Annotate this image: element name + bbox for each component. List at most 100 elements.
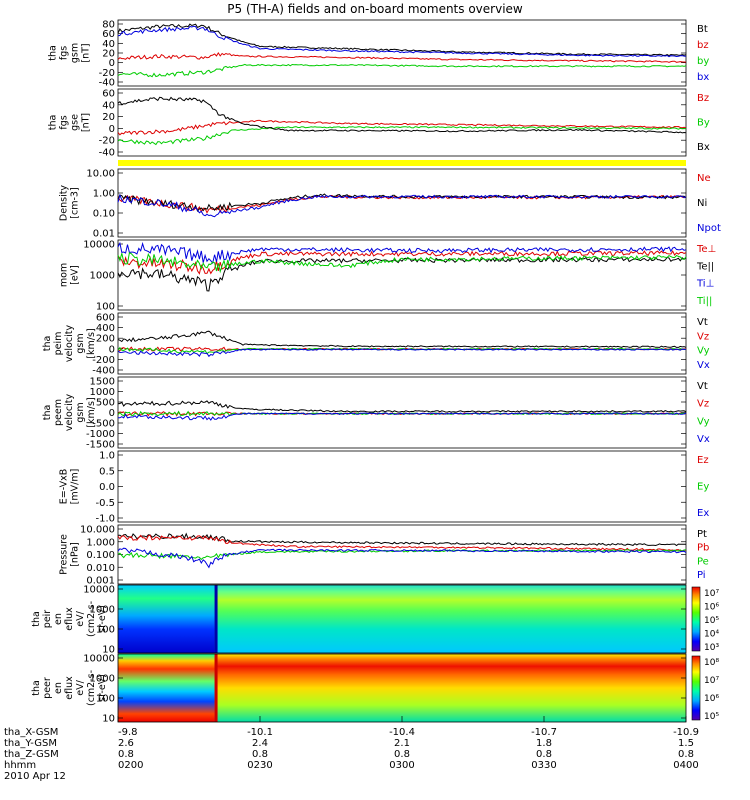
legend-entry: Vx [697, 434, 710, 445]
series-line-Vx [118, 412, 687, 421]
y-axis-label-line: [nPa] [70, 542, 81, 567]
spectrogram-boundary [214, 654, 218, 722]
panel-frame [117, 524, 687, 585]
x-row-value: 0.8 [252, 749, 268, 760]
y-axis-label-line: E=-VxB [59, 469, 70, 504]
y-tick-label: -20 [99, 68, 115, 79]
legend-entry: Bt [697, 24, 708, 35]
y-axis-label-line: [mV/m] [70, 469, 81, 505]
legend-entry: Pe [697, 556, 709, 567]
y-tick-label: -40 [99, 78, 115, 89]
panel-p3: 10.00 1.00 0.10 0.01 Density[cm-3] Ne Ni Npot [59, 169, 721, 240]
legend-entry: by [697, 56, 709, 67]
y-tick-label: 0 [109, 58, 115, 69]
y-axis-label: Density[cm-3] [59, 185, 81, 221]
y-axis-label-line: Density [59, 185, 70, 221]
y-tick-label: 100 [96, 302, 115, 313]
y-tick-label: 100 [96, 625, 115, 636]
y-tick-label: 40 [102, 100, 115, 111]
legend-entry: By [697, 118, 710, 129]
y-tick-label: 600 [96, 313, 115, 324]
series-line-Ti|| [117, 252, 687, 274]
y-tick-label: 10000 [83, 585, 115, 596]
colorbar-tick-label: 10⁸ [704, 658, 719, 668]
y-axis-label-line: [cm-3] [70, 187, 81, 218]
x-row-value: -10.7 [531, 727, 557, 738]
y-axis-label-line: sr-eV) [97, 605, 108, 633]
y-axis-label: thafgsgsm[nT] [48, 43, 92, 63]
y-axis-label: thapeemvelocitygsm[km/s] [42, 394, 97, 432]
legend-entry: Te⊥ [696, 244, 716, 255]
spectrogram-boundary [214, 585, 218, 653]
x-row-value: 0200 [118, 760, 143, 771]
y-axis-label-line: en [53, 682, 64, 694]
y-tick-label: 80 [102, 20, 115, 31]
y-axis-label-line: gse [70, 114, 81, 131]
colorbar-tick-label: 10⁷ [704, 676, 719, 686]
y-axis-label-line: [km/s] [86, 328, 97, 358]
legend-entry: bz [697, 40, 709, 51]
y-axis-label-line: eV/ [75, 679, 86, 695]
y-axis-label-line: Pressure [59, 534, 70, 575]
legend-entry: Ti|| [696, 296, 712, 307]
legend-entry: bx [697, 72, 709, 83]
y-axis-label-line: tha [48, 45, 59, 61]
legend-entry: Pt [697, 529, 707, 540]
y-axis-label: mom[eV] [59, 263, 81, 287]
panel-frame [117, 584, 687, 654]
panel-frame [117, 168, 687, 238]
legend-entry: Ex [697, 508, 709, 519]
y-axis-label-line: sr-eV) [97, 674, 108, 702]
y-tick-label: 60 [102, 29, 115, 40]
y-axis-label-line: eflux [64, 676, 75, 700]
colorbar [691, 586, 701, 652]
y-tick-label: 10000 [83, 654, 115, 665]
panel-p8: 10.0001.0000.1000.0100.001Pressure[nPa]P… [59, 525, 710, 587]
panel-p9: 10⁷ 10⁶ 10⁵ 10⁴ 10³ 10000 1000 100 10 thapeirenef… [31, 585, 719, 656]
y-tick-label: 1500 [90, 377, 115, 388]
legend-entry: Te|| [696, 261, 714, 272]
colorbar-tick-label: 10⁴ [704, 630, 719, 640]
y-axis-label: thapeerenefluxeV/(cm2-s-sr-eV) [31, 670, 108, 706]
y-axis-label-line: [eV] [70, 265, 81, 285]
x-row-label: tha_X-GSM [4, 727, 58, 738]
colorbar-tick-label: 10⁶ [704, 694, 719, 704]
legend-entry: Ni [697, 198, 707, 209]
x-row-value: 2.6 [118, 738, 134, 749]
y-axis-label-line: tha [31, 611, 42, 627]
legend-entry: Ez [697, 455, 709, 466]
series-line-bz [117, 51, 687, 63]
x-row-label: hhmm [4, 760, 36, 771]
x-row-value: 0.8 [394, 749, 410, 760]
series-line-Pb [117, 534, 687, 552]
y-axis-label-line: peir [42, 610, 53, 629]
legend-entry: Vz [697, 331, 709, 342]
y-axis-label: thafgsgse[nT] [48, 113, 92, 132]
y-tick-label: -1.0 [95, 514, 115, 525]
panel-p7: 1.0 0.5 0.0 -0.5 -1.0 E=-VxB[mV/m] Ez Ey Ex [59, 451, 710, 525]
x-row-value: 0.8 [118, 749, 134, 760]
y-tick-label: 0 [109, 344, 115, 355]
y-tick-label: -1500 [86, 440, 115, 451]
series-line-Pt [117, 532, 686, 547]
y-axis-label-line: eV/ [75, 610, 86, 626]
y-axis-label-line: gsm [70, 43, 81, 63]
y-tick-label: 40 [102, 39, 115, 50]
legend-entry: Pb [697, 543, 709, 554]
y-tick-label: 0 [109, 124, 115, 135]
colorbar-tick-label: 10³ [704, 643, 719, 653]
legend-entry: Ey [697, 482, 709, 493]
y-axis-label-line: gsm [75, 402, 86, 422]
legend-entry: Vy [697, 346, 710, 357]
y-axis-label: Pressure[nPa] [59, 534, 81, 575]
colorbar-tick-label: 10⁶ [704, 603, 719, 613]
y-axis-label-line: fgs [59, 115, 70, 129]
date-label: 2010 Apr 12 [4, 771, 66, 782]
y-tick-label: 1000 [90, 605, 115, 616]
y-tick-label: 1000 [90, 674, 115, 685]
x-row-value: 1.5 [678, 738, 694, 749]
y-axis-label-line: tha [42, 336, 53, 352]
x-row-value: 0330 [531, 760, 556, 771]
x-row-value: 0230 [247, 760, 272, 771]
